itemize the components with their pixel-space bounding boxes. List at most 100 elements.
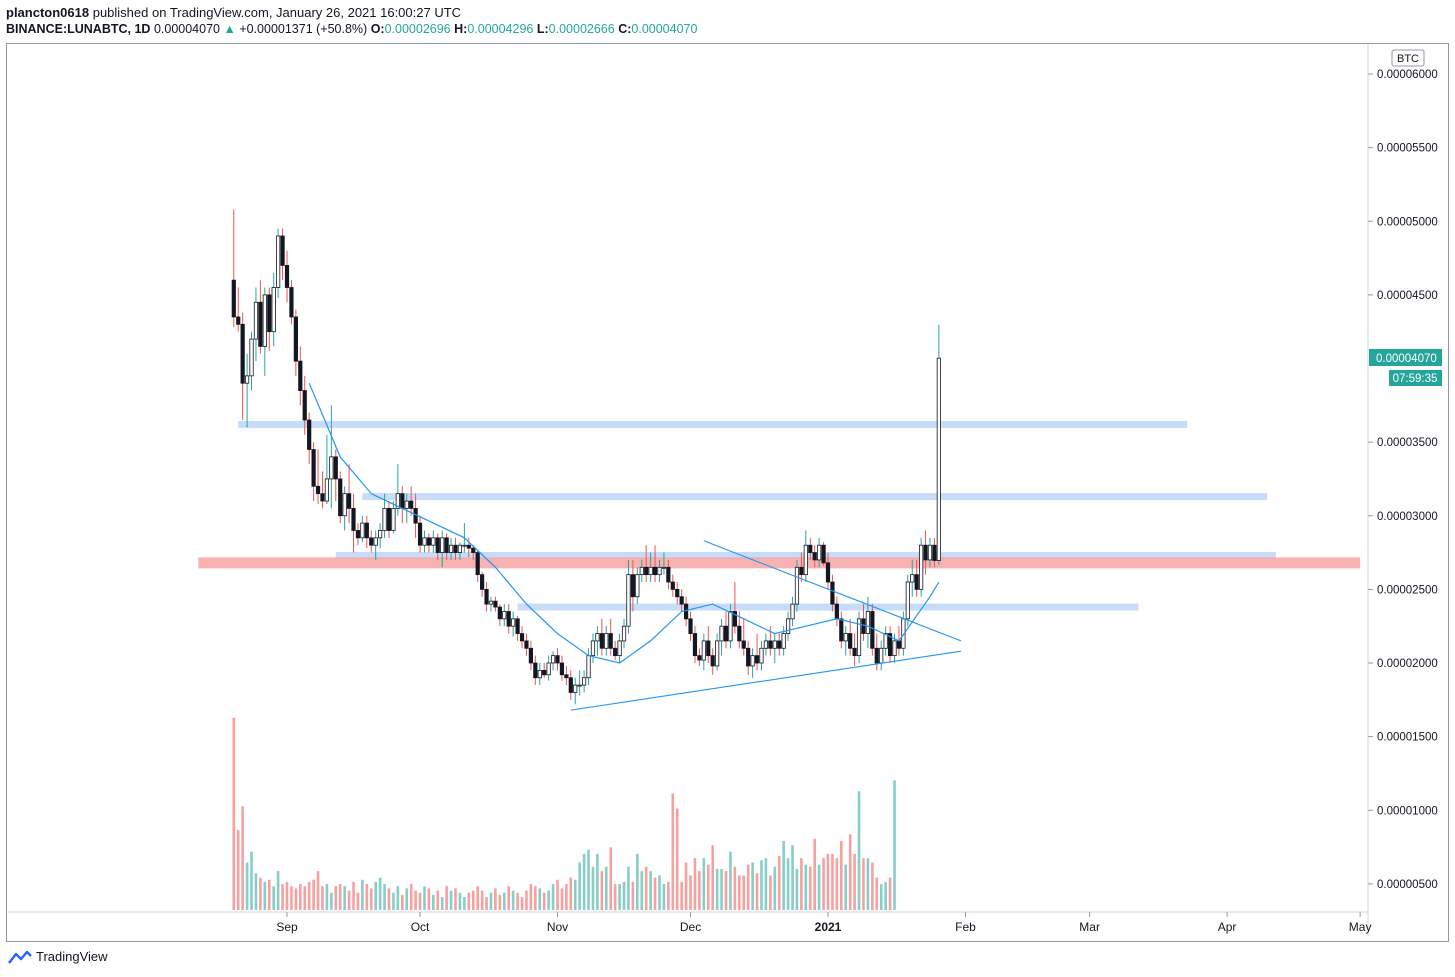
volume-bar (693, 858, 697, 910)
volume-bar (769, 875, 772, 910)
time-tick-label: Feb (955, 920, 976, 934)
candle-body (870, 611, 875, 649)
volume-bar (361, 879, 364, 910)
volume-bar (853, 853, 856, 910)
volume-bar (573, 879, 577, 910)
volume-bar (565, 884, 568, 910)
author-name[interactable]: plancton0618 (6, 5, 90, 20)
volume-bar (879, 884, 883, 910)
volume-bar (578, 862, 581, 910)
volume-bar (636, 853, 639, 910)
price-tick-label: 0.00005500 (1377, 143, 1438, 155)
volume-bar (658, 875, 661, 910)
candle-body (595, 633, 600, 642)
time-tick-label: May (1349, 920, 1372, 934)
candle-body (426, 537, 432, 546)
volume-bar (502, 892, 506, 910)
candle-body (453, 544, 458, 553)
volume-bar (347, 890, 351, 910)
candle-body (808, 544, 813, 553)
time-tick-label: Dec (680, 920, 701, 934)
candle-body (293, 316, 298, 362)
candle-body (879, 647, 884, 664)
candle-body (329, 456, 334, 480)
candle-body (883, 633, 888, 649)
volume-bar (392, 892, 395, 910)
volume-bar (587, 849, 590, 910)
candle-body (506, 611, 511, 627)
volume-bar (698, 871, 701, 910)
volume-bar (387, 888, 391, 910)
candle-body (670, 581, 675, 590)
candle-body (697, 655, 702, 661)
candle-body (493, 600, 498, 608)
volume-bar (724, 871, 728, 910)
volume-bar (755, 873, 759, 910)
volume-bar (432, 894, 435, 910)
volume-bar (742, 875, 746, 910)
candle-body (843, 633, 848, 642)
countdown-label: 07:59:35 (1393, 373, 1438, 385)
candle-body (817, 544, 822, 561)
candle-body (284, 265, 290, 288)
candle-body (555, 655, 560, 664)
tradingview-brand[interactable]: TradingView (8, 949, 108, 964)
candle-body (422, 537, 427, 546)
candle-body (834, 603, 839, 620)
candle-body (298, 360, 303, 391)
volume-bar (463, 897, 466, 910)
candle-body (524, 640, 529, 649)
candle-body (861, 618, 866, 634)
candle-body (772, 640, 777, 649)
candle-body (484, 588, 489, 605)
candle-body (839, 618, 844, 642)
low-value: 0.00002666 (548, 22, 615, 36)
volume-bar (884, 881, 887, 910)
candle-body (874, 647, 879, 664)
symbol-name[interactable]: BINANCE:LUNABTC, 1D (6, 22, 151, 36)
candle-body (932, 544, 937, 561)
close-value: 0.00004070 (631, 22, 698, 36)
volume-bar (822, 858, 825, 910)
volume-bar (702, 858, 706, 910)
volume-bar (560, 888, 564, 910)
volume-bar (480, 890, 484, 910)
volume-bar (343, 886, 346, 910)
candle-body (657, 566, 662, 576)
brand-name: TradingView (36, 949, 108, 964)
last-price: 0.00004070 (153, 22, 220, 36)
volume-bar (485, 897, 488, 910)
volume-bar (423, 886, 426, 910)
volume-bar (338, 884, 342, 910)
candle-body (830, 581, 835, 605)
candle-body (719, 625, 724, 642)
candle-body (550, 655, 556, 664)
volume-bar (516, 892, 519, 910)
candle-body (373, 537, 378, 546)
candle-body (280, 235, 285, 266)
volume-bar (618, 884, 621, 910)
candle-body (785, 618, 791, 634)
candle-body (457, 544, 463, 553)
volume-bar (281, 884, 284, 910)
tradingview-logo-icon (8, 950, 32, 964)
volume-bar (644, 866, 648, 910)
volume-bar (857, 791, 861, 910)
volume-bar (534, 886, 537, 910)
volume-layer (232, 717, 896, 910)
candle-body (391, 507, 396, 531)
volume-bar (334, 886, 338, 910)
candle-body (644, 566, 649, 576)
volume-bar (649, 871, 652, 910)
candle-body (914, 574, 919, 590)
candle-body (568, 677, 573, 693)
price-tick-label: 0.00006000 (1377, 69, 1438, 81)
volume-bar (449, 890, 453, 910)
price-change: +0.00001371 (+50.8%) (239, 22, 368, 36)
candle-body (923, 544, 928, 561)
candle-body (302, 390, 307, 421)
price-tick-label: 0.00005000 (1377, 216, 1438, 228)
candle-body (311, 449, 316, 487)
volume-bar (782, 840, 785, 910)
